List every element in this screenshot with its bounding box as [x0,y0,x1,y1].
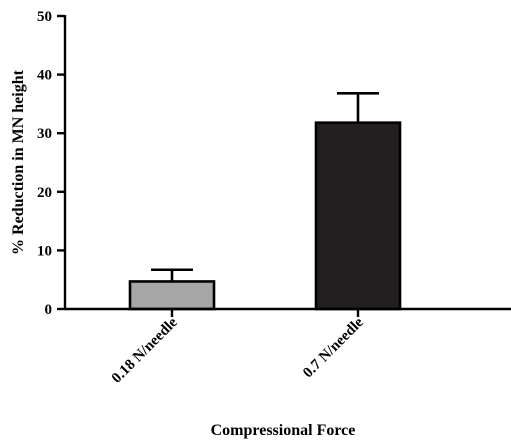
y-axis-title: % Reduction in MN height [10,69,27,255]
bar [128,280,216,311]
x-ticks-group: 0.18 N/needle 0.7 N/needle [109,309,367,387]
y-tick-label: 50 [37,9,52,25]
y-tick-label: 40 [37,68,52,84]
y-tick-label: 0 [45,302,53,318]
y-tick-label: 10 [37,243,52,259]
y-ticks-group: 0 10 20 30 40 50 [37,9,65,318]
x-tick-label: 0.18 N/needle [109,314,181,386]
y-tick-label: 20 [37,185,52,201]
bar [314,121,402,311]
bars-group [128,121,402,311]
x-tick-label: 0.7 N/needle [300,314,367,381]
y-tick-label: 30 [37,126,52,142]
x-axis-title: Compressional Force [211,422,356,439]
error-bars-group [151,92,379,282]
